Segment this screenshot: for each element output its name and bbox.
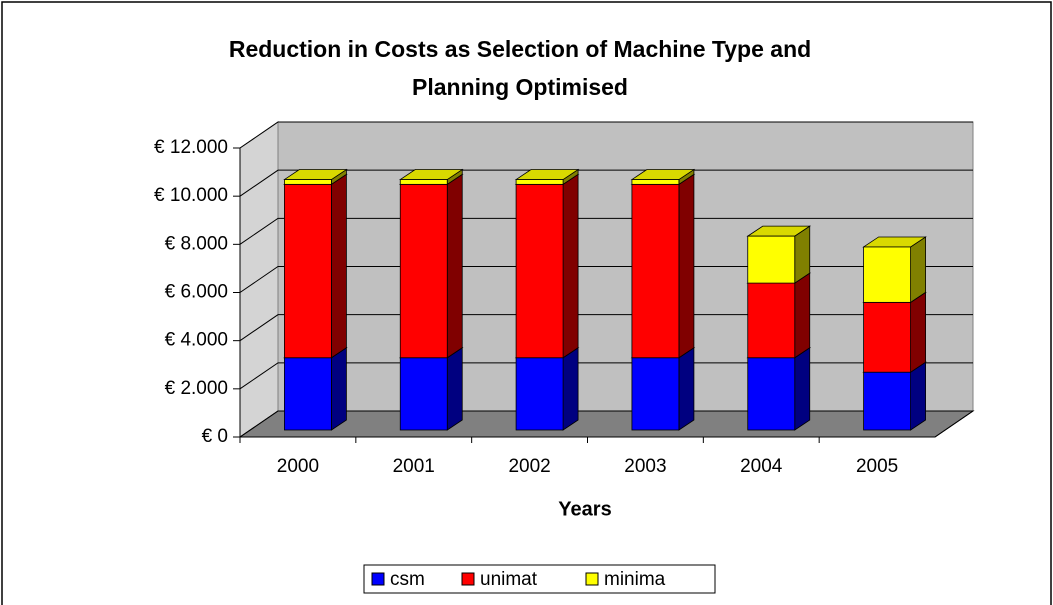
bar-side xyxy=(678,347,695,431)
bar-side xyxy=(678,173,695,359)
legend-swatch xyxy=(371,572,385,586)
grid-line xyxy=(239,410,973,438)
bar xyxy=(863,371,911,431)
bar xyxy=(515,357,564,431)
legend-label: unimat xyxy=(480,569,538,590)
bar xyxy=(747,282,796,359)
grid-line xyxy=(239,169,973,197)
y-tick-label: € 10.000 xyxy=(154,185,228,206)
grid-line xyxy=(239,314,973,342)
x-tick-label: 2001 xyxy=(393,456,435,477)
y-tick-label: € 2.000 xyxy=(165,378,228,399)
bar xyxy=(631,357,680,431)
x-tick-label: 2003 xyxy=(624,456,666,477)
legend-label: minima xyxy=(604,569,666,590)
grid-line xyxy=(239,266,973,293)
y-tick-label: € 12.000 xyxy=(154,137,228,158)
x-tick-label: 2004 xyxy=(740,456,783,477)
bar-side xyxy=(446,173,463,359)
bar xyxy=(284,183,332,359)
legend-label: csm xyxy=(390,569,425,590)
bar-side xyxy=(562,347,579,431)
bar xyxy=(747,235,796,284)
bar-side xyxy=(910,236,926,304)
bar xyxy=(515,183,564,359)
x-tick-label: 2002 xyxy=(508,456,550,477)
x-axis-depth xyxy=(934,410,974,438)
bar-side xyxy=(910,291,926,373)
x-tick-label: 2000 xyxy=(277,456,319,477)
y-tick-label: € 0 xyxy=(202,426,228,447)
y-tick-label: € 4.000 xyxy=(165,330,228,351)
legend-box xyxy=(363,564,716,594)
bar xyxy=(631,183,680,359)
bar xyxy=(399,357,448,431)
bar xyxy=(631,179,680,185)
floor xyxy=(238,410,975,438)
bar xyxy=(515,179,564,185)
bar xyxy=(399,179,448,185)
grid-line xyxy=(239,121,973,149)
bar-side xyxy=(562,173,579,359)
bar-side xyxy=(794,272,811,359)
bar-side xyxy=(331,173,347,359)
bar xyxy=(863,246,911,303)
bar-side xyxy=(794,347,811,431)
grid-line xyxy=(239,362,973,390)
bar xyxy=(284,357,332,431)
grid-line xyxy=(239,217,973,245)
bar-side xyxy=(331,347,347,431)
bar xyxy=(747,357,796,431)
x-axis-title: Years xyxy=(558,498,611,520)
bar xyxy=(284,179,332,185)
legend-swatch xyxy=(461,572,475,586)
legend-swatch xyxy=(585,572,599,586)
bar-side xyxy=(446,347,463,431)
bar xyxy=(863,301,911,373)
y-tick-label: € 8.000 xyxy=(165,233,228,254)
y-tick-label: € 6.000 xyxy=(165,282,228,303)
bar xyxy=(399,183,448,359)
x-tick-label: 2005 xyxy=(856,456,898,477)
chart-title: Reduction in Costs as Selection of Machi… xyxy=(228,36,812,100)
bar-side xyxy=(910,361,926,431)
